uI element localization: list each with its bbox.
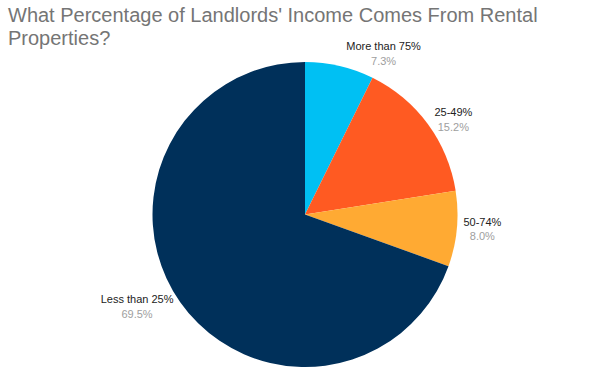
svg-text:50-74%8.0%: 50-74%8.0%: [463, 216, 501, 242]
svg-text:More than 75%7.3%: More than 75%7.3%: [346, 40, 421, 66]
svg-text:Less than 25%69.5%: Less than 25%69.5%: [101, 293, 174, 319]
svg-text:25-49%15.2%: 25-49%15.2%: [434, 106, 472, 132]
